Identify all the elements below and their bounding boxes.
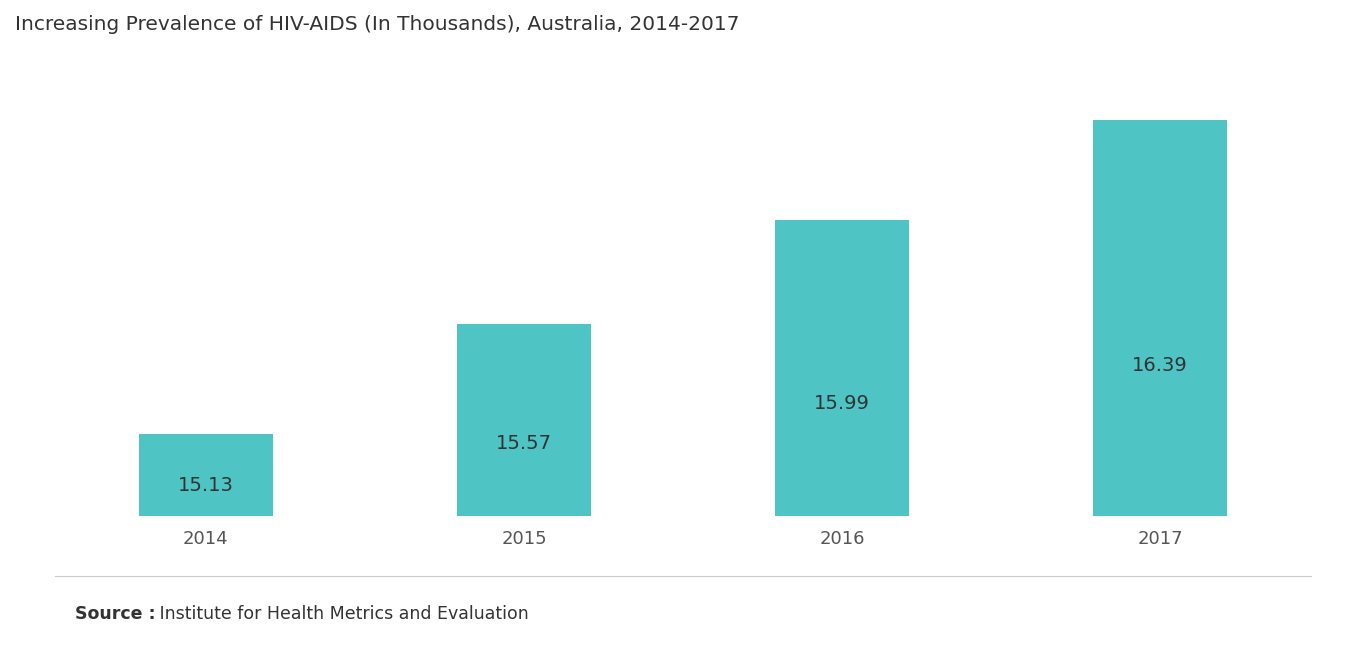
Text: 15.13: 15.13 xyxy=(178,476,234,495)
Text: 16.39: 16.39 xyxy=(1132,356,1188,375)
Bar xyxy=(1093,120,1227,516)
Text: Institute for Health Metrics and Evaluation: Institute for Health Metrics and Evaluat… xyxy=(154,605,529,623)
Text: Source :: Source : xyxy=(75,605,156,623)
Bar xyxy=(458,324,590,516)
Text: Increasing Prevalence of HIV-AIDS (In Thousands), Australia, 2014-2017: Increasing Prevalence of HIV-AIDS (In Th… xyxy=(15,15,739,34)
Text: 15.57: 15.57 xyxy=(496,434,552,453)
Bar xyxy=(139,434,273,516)
Text: 15.99: 15.99 xyxy=(814,394,870,413)
Bar xyxy=(776,219,908,516)
